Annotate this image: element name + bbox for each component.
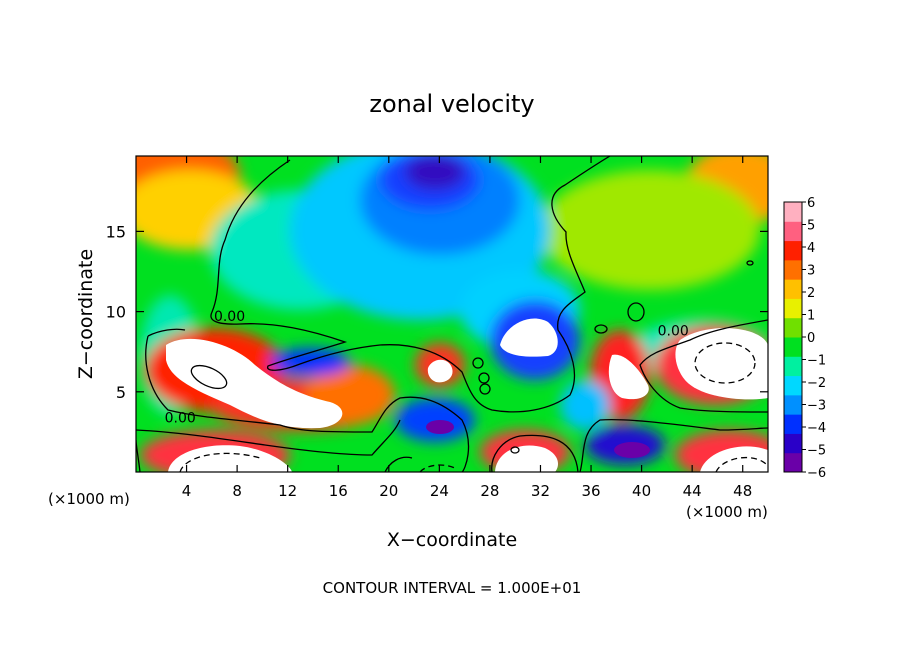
contour-inner xyxy=(190,364,228,390)
colorbar-swatch xyxy=(784,452,802,473)
y-tick-label: 15 xyxy=(106,222,126,241)
x-tick-label: 40 xyxy=(632,482,651,500)
contour-small xyxy=(478,372,490,384)
contour-dashed xyxy=(419,464,456,472)
contour-zero xyxy=(639,319,768,413)
y-axis-ticks: 5 10 15 xyxy=(106,222,768,402)
plot-frame xyxy=(135,155,769,473)
x-tick-label: 28 xyxy=(480,482,499,500)
x-tick-label: 24 xyxy=(430,482,449,500)
x-scale-note-left: (×1000 m) xyxy=(48,490,130,508)
colorbar-swatch xyxy=(784,240,802,261)
x-axis-label: X−coordinate xyxy=(387,529,517,551)
core-white xyxy=(427,359,453,383)
contour-label: 0.00 xyxy=(214,309,245,325)
contour-lines xyxy=(136,156,768,472)
field-blob xyxy=(405,156,465,190)
contour-label: 0.00 xyxy=(658,324,689,340)
contour-interval-note: CONTOUR INTERVAL = 1.000E+01 xyxy=(323,579,582,597)
x-tick-label: 12 xyxy=(278,482,297,500)
contour-small xyxy=(479,383,491,395)
colorbar-tick-label: 5 xyxy=(807,219,815,234)
contour-label: 0.00 xyxy=(165,410,196,426)
colorbar-swatch xyxy=(784,414,802,434)
x-tick-label: 36 xyxy=(581,482,600,500)
contour-dashed xyxy=(694,342,756,384)
contour-small xyxy=(594,324,608,334)
x-axis-ticks: 4 8 12 16 20 24 28 32 36 40 44 48 xyxy=(182,156,752,500)
colorbar-tick-label: 2 xyxy=(807,286,815,301)
contour-zero xyxy=(145,328,470,472)
plot-area: 0.00 0.00 0.00 xyxy=(136,156,768,472)
colorbar-swatch xyxy=(784,298,802,319)
colorbar-tick-label: 3 xyxy=(807,264,815,279)
x-tick-label: 20 xyxy=(379,482,398,500)
contour-small xyxy=(627,302,645,322)
contour-dashed xyxy=(179,452,261,472)
colorbar-tick-label: −5 xyxy=(807,444,826,459)
x-tick-label: 32 xyxy=(531,482,550,500)
core-purple xyxy=(614,442,650,458)
colorbar: 6 5 4 3 2 1 0 −1 −2 −3 −4 −5 −6 xyxy=(783,196,826,481)
colorbar-swatch xyxy=(784,394,802,415)
colorbar-swatch xyxy=(784,356,802,377)
core-white xyxy=(495,445,558,472)
colorbar-tick-label: −4 xyxy=(807,421,826,436)
contour-small xyxy=(746,260,754,266)
colorbar-tick-label: 4 xyxy=(807,241,815,256)
colorbar-swatch xyxy=(784,202,802,222)
colorbar-swatch xyxy=(784,221,802,242)
y-tick-label: 5 xyxy=(116,383,126,402)
colorbar-swatch xyxy=(784,317,802,338)
contour-labels: 0.00 0.00 0.00 xyxy=(165,309,689,426)
contour-small xyxy=(472,357,484,369)
y-axis-label: Z−coordinate xyxy=(75,249,97,379)
colorbar-swatch xyxy=(784,433,802,454)
colorbar-swatch xyxy=(784,375,802,396)
colorbar-swatch xyxy=(784,337,802,357)
x-tick-label: 48 xyxy=(733,482,752,500)
colorbar-swatch xyxy=(784,279,802,299)
field-cores xyxy=(166,318,768,472)
contour-small xyxy=(510,446,520,454)
contour-zero xyxy=(579,419,768,472)
contour-zero xyxy=(136,419,401,456)
core-white xyxy=(166,338,343,429)
colorbar-tick-label: 6 xyxy=(807,196,815,211)
core-white xyxy=(168,445,292,472)
colorbar-tick-label: −6 xyxy=(807,466,826,481)
x-tick-label: 44 xyxy=(683,482,702,500)
x-tick-label: 8 xyxy=(232,482,242,500)
contour-zero xyxy=(210,156,611,413)
colorbar-tick-label: 0 xyxy=(807,331,815,346)
colorbar-tick-label: 1 xyxy=(807,309,815,324)
colorbar-tick-label: −1 xyxy=(807,354,826,369)
x-tick-label: 4 xyxy=(182,482,192,500)
chart-title: zonal velocity xyxy=(369,90,534,118)
contour-zero xyxy=(384,456,413,472)
core-white xyxy=(608,354,649,400)
core-purple xyxy=(426,420,454,434)
contour-dashed xyxy=(715,456,767,472)
core-white xyxy=(500,318,558,357)
field-blob xyxy=(540,170,760,290)
field-blob xyxy=(395,398,475,442)
core-white xyxy=(675,328,768,400)
colorbar-tick-label: −3 xyxy=(807,399,826,414)
colorbar-tick-label: −2 xyxy=(807,376,826,391)
field-blob xyxy=(560,380,610,430)
x-scale-note-right: (×1000 m) xyxy=(686,503,768,521)
colorbar-swatch xyxy=(784,259,802,280)
contour-zero xyxy=(491,434,579,472)
y-tick-label: 10 xyxy=(106,303,126,322)
x-tick-label: 16 xyxy=(329,482,348,500)
